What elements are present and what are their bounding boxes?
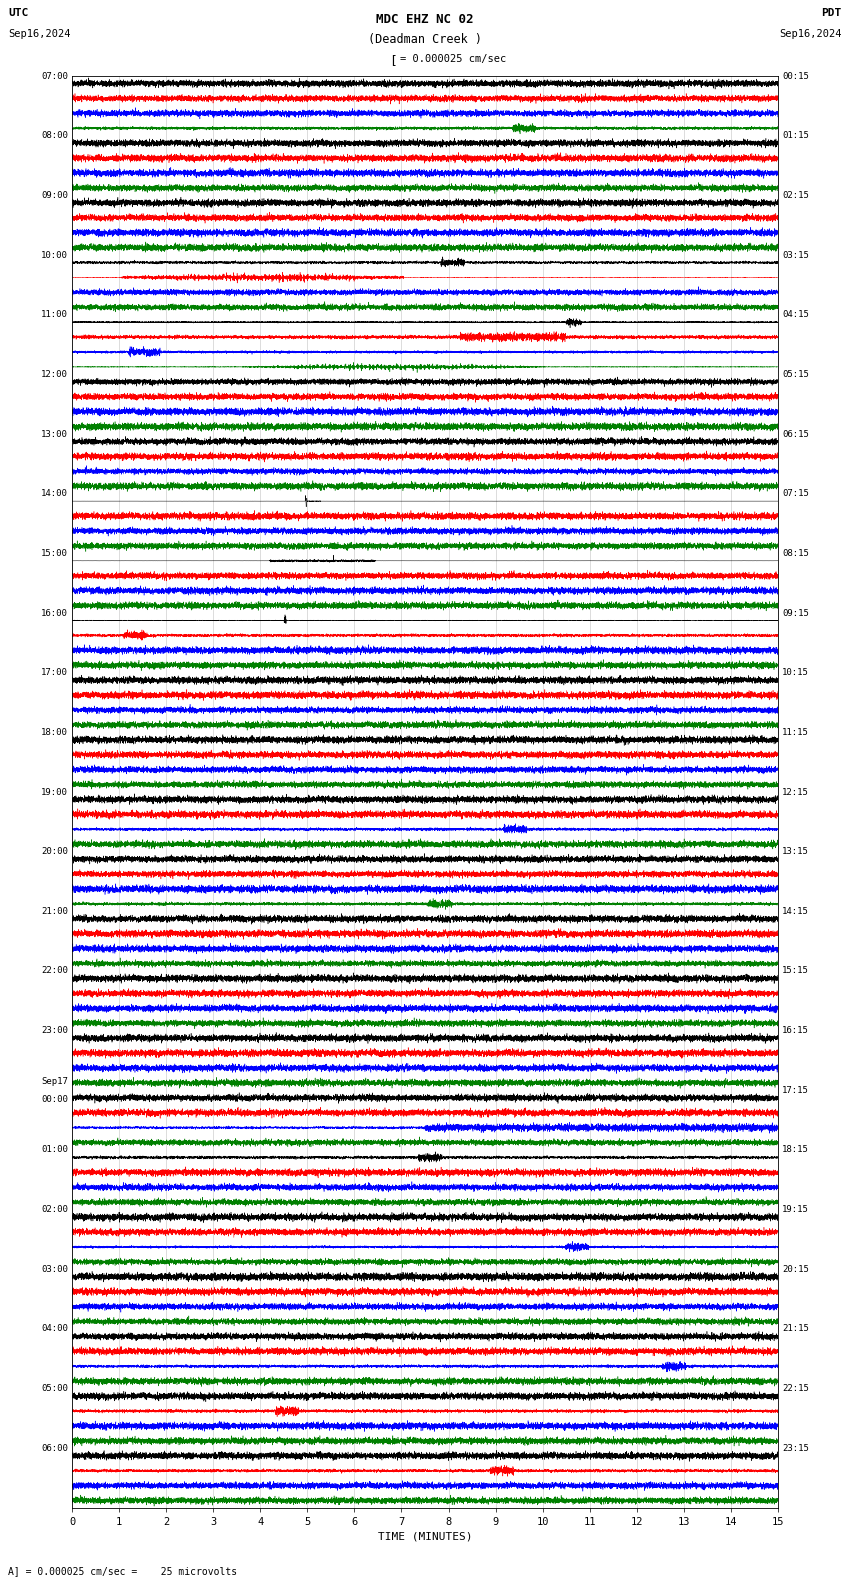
Text: 15:00: 15:00 — [41, 548, 68, 558]
Text: 03:00: 03:00 — [41, 1264, 68, 1274]
Text: 09:15: 09:15 — [782, 608, 809, 618]
Text: 00:00: 00:00 — [41, 1095, 68, 1104]
Text: 21:15: 21:15 — [782, 1324, 809, 1334]
Text: 22:00: 22:00 — [41, 966, 68, 976]
Text: Sep16,2024: Sep16,2024 — [8, 29, 71, 38]
Text: UTC: UTC — [8, 8, 29, 17]
Text: Sep17: Sep17 — [41, 1077, 68, 1085]
Text: 12:00: 12:00 — [41, 369, 68, 379]
Text: = 0.000025 cm/sec: = 0.000025 cm/sec — [400, 54, 506, 63]
Text: 16:00: 16:00 — [41, 608, 68, 618]
Text: 00:15: 00:15 — [782, 71, 809, 81]
Text: MDC EHZ NC 02: MDC EHZ NC 02 — [377, 13, 473, 25]
Text: 04:15: 04:15 — [782, 310, 809, 320]
Text: 13:15: 13:15 — [782, 847, 809, 857]
Text: 11:15: 11:15 — [782, 727, 809, 737]
Text: 08:00: 08:00 — [41, 131, 68, 141]
Text: 08:15: 08:15 — [782, 548, 809, 558]
X-axis label: TIME (MINUTES): TIME (MINUTES) — [377, 1532, 473, 1541]
Text: 19:00: 19:00 — [41, 787, 68, 797]
Text: 03:15: 03:15 — [782, 250, 809, 260]
Text: 17:00: 17:00 — [41, 668, 68, 678]
Text: 16:15: 16:15 — [782, 1026, 809, 1036]
Text: Sep16,2024: Sep16,2024 — [779, 29, 842, 38]
Text: 19:15: 19:15 — [782, 1205, 809, 1215]
Text: 23:00: 23:00 — [41, 1026, 68, 1036]
Text: PDT: PDT — [821, 8, 842, 17]
Text: 12:15: 12:15 — [782, 787, 809, 797]
Text: 01:00: 01:00 — [41, 1145, 68, 1155]
Text: 18:15: 18:15 — [782, 1145, 809, 1155]
Text: [: [ — [389, 54, 397, 67]
Text: 17:15: 17:15 — [782, 1085, 809, 1095]
Text: 07:00: 07:00 — [41, 71, 68, 81]
Text: 05:00: 05:00 — [41, 1384, 68, 1394]
Text: 06:00: 06:00 — [41, 1443, 68, 1453]
Text: A] = 0.000025 cm/sec =    25 microvolts: A] = 0.000025 cm/sec = 25 microvolts — [8, 1567, 238, 1576]
Text: (Deadman Creek ): (Deadman Creek ) — [368, 33, 482, 46]
Text: 23:15: 23:15 — [782, 1443, 809, 1453]
Text: 06:15: 06:15 — [782, 429, 809, 439]
Text: 09:00: 09:00 — [41, 190, 68, 200]
Text: 04:00: 04:00 — [41, 1324, 68, 1334]
Text: 01:15: 01:15 — [782, 131, 809, 141]
Text: 14:00: 14:00 — [41, 489, 68, 499]
Text: 15:15: 15:15 — [782, 966, 809, 976]
Text: 13:00: 13:00 — [41, 429, 68, 439]
Text: 02:15: 02:15 — [782, 190, 809, 200]
Text: 10:00: 10:00 — [41, 250, 68, 260]
Text: 11:00: 11:00 — [41, 310, 68, 320]
Text: 02:00: 02:00 — [41, 1205, 68, 1215]
Text: 05:15: 05:15 — [782, 369, 809, 379]
Text: 20:15: 20:15 — [782, 1264, 809, 1274]
Text: 21:00: 21:00 — [41, 906, 68, 916]
Text: 22:15: 22:15 — [782, 1384, 809, 1394]
Text: 20:00: 20:00 — [41, 847, 68, 857]
Text: 18:00: 18:00 — [41, 727, 68, 737]
Text: 10:15: 10:15 — [782, 668, 809, 678]
Text: 14:15: 14:15 — [782, 906, 809, 916]
Text: 07:15: 07:15 — [782, 489, 809, 499]
